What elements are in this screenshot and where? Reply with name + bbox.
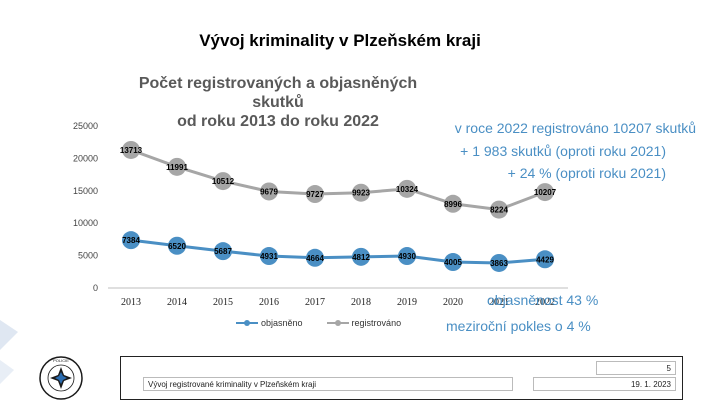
data-label-objasneno: 4930 xyxy=(398,252,416,261)
x-tick-label: 2022 xyxy=(535,297,555,308)
x-tick-label: 2021 xyxy=(489,297,509,308)
data-label-objasneno: 4664 xyxy=(306,254,324,263)
y-tick-label: 0 xyxy=(93,283,98,293)
data-label-objasneno: 4931 xyxy=(260,252,278,261)
data-point-objasneno xyxy=(490,253,508,272)
data-label-registrovano: 9679 xyxy=(260,187,278,196)
y-tick-label: 25000 xyxy=(73,121,98,131)
data-label-registrovano: 10207 xyxy=(534,188,557,197)
note-registered-2022: v roce 2022 registrováno 10207 skutků xyxy=(454,120,696,136)
note-yoy-decline: meziroční pokles o 4 % xyxy=(446,318,591,334)
data-label-registrovano: 13713 xyxy=(120,146,143,155)
data-point-objasneno xyxy=(352,247,370,266)
y-tick-label: 20000 xyxy=(73,153,98,163)
x-tick-label: 2020 xyxy=(443,297,463,308)
y-tick-label: 15000 xyxy=(73,186,98,196)
footer-title: Vývoj registrované kriminality v Plzeňsk… xyxy=(143,377,513,391)
data-label-objasneno: 7384 xyxy=(122,236,140,245)
y-tick-label: 10000 xyxy=(73,218,98,228)
chart-title-line1: Počet registrovaných a objasněných skutk… xyxy=(138,75,418,111)
data-point-objasneno xyxy=(122,231,140,250)
data-label-registrovano: 10512 xyxy=(212,177,235,186)
x-tick-label: 2013 xyxy=(121,297,141,308)
data-point-objasneno xyxy=(398,247,416,266)
data-label-objasneno: 4005 xyxy=(444,258,462,267)
data-point-objasneno xyxy=(536,250,554,269)
svg-text:POLICIE: POLICIE xyxy=(53,358,69,363)
page-number: 5 xyxy=(596,361,676,375)
data-label-registrovano: 9923 xyxy=(352,189,370,198)
data-label-objasneno: 4812 xyxy=(352,253,370,262)
legend-label-objasneno: objasněno xyxy=(261,318,303,328)
data-point-registrovano xyxy=(168,157,186,176)
decorative-stripe xyxy=(0,320,18,384)
x-tick-label: 2014 xyxy=(167,297,187,308)
legend-label-registrovano: registrováno xyxy=(351,318,402,328)
data-point-registrovano xyxy=(536,183,554,202)
data-point-objasneno xyxy=(444,253,462,272)
legend-item-objasneno: objasněno xyxy=(236,318,303,328)
note-increase-percent: + 24 % (oproti roku 2021) xyxy=(507,165,666,181)
data-label-objasneno: 4429 xyxy=(536,255,554,264)
police-logo: POLICIE xyxy=(39,356,83,400)
data-label-registrovano: 10324 xyxy=(396,185,419,194)
chart-title-line2: od roku 2013 do roku 2022 xyxy=(177,113,379,130)
legend-marker-objasneno xyxy=(236,320,258,326)
data-label-registrovano: 8996 xyxy=(444,200,462,209)
data-label-objasneno: 5687 xyxy=(214,247,232,256)
data-label-objasneno: 6520 xyxy=(168,242,186,251)
data-point-registrovano xyxy=(214,172,232,191)
data-point-registrovano xyxy=(398,179,416,198)
slide-title: Vývoj kriminality v Plzeňském kraji xyxy=(199,31,481,50)
chart-title: Počet registrovaných a objasněných skutk… xyxy=(118,74,438,131)
x-tick-label: 2018 xyxy=(351,297,371,308)
data-point-registrovano xyxy=(260,182,278,201)
y-tick-label: 5000 xyxy=(78,251,98,261)
data-label-registrovano: 9727 xyxy=(306,190,324,199)
data-label-objasneno: 3863 xyxy=(490,259,508,268)
data-point-objasneno xyxy=(260,247,278,266)
legend-item-registrovano: registrováno xyxy=(326,318,402,328)
x-tick-label: 2015 xyxy=(213,297,233,308)
data-point-registrovano xyxy=(352,183,370,202)
data-point-objasneno xyxy=(306,248,324,267)
data-label-registrovano: 11991 xyxy=(166,163,188,172)
chart-legend: objasněno registrováno xyxy=(236,318,401,328)
data-point-registrovano xyxy=(122,140,140,159)
x-tick-label: 2019 xyxy=(397,297,417,308)
data-point-objasneno xyxy=(168,236,186,255)
note-increase-count: + 1 983 skutků (oproti roku 2021) xyxy=(460,143,666,159)
footer: 5 Vývoj registrované kriminality v Plzeň… xyxy=(120,356,683,400)
series-line-objasneno xyxy=(130,238,546,265)
data-point-objasneno xyxy=(214,242,232,261)
data-point-registrovano xyxy=(490,200,508,219)
data-point-registrovano xyxy=(444,194,462,213)
legend-marker-registrovano xyxy=(326,320,349,326)
footer-date: 19. 1. 2023 xyxy=(533,377,676,391)
data-label-registrovano: 8224 xyxy=(490,206,508,215)
series-line-registrovano xyxy=(130,148,546,212)
x-tick-label: 2017 xyxy=(305,297,325,308)
x-tick-label: 2016 xyxy=(259,297,279,308)
data-point-registrovano xyxy=(306,185,324,204)
note-clearance-rate: objasněnost 43 % xyxy=(487,292,599,308)
